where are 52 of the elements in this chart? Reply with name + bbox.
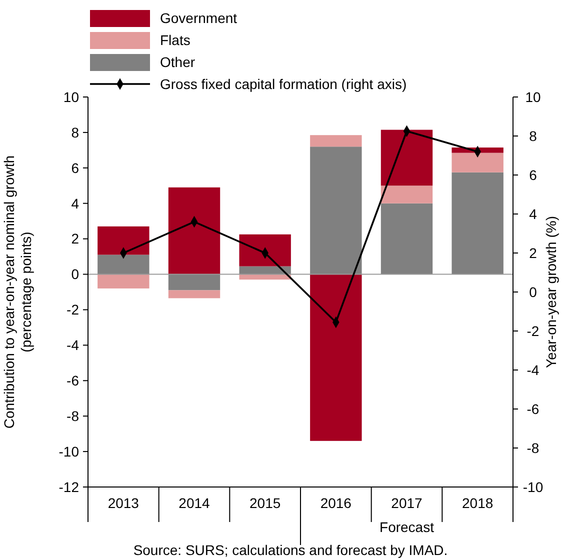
bar <box>310 146 362 274</box>
legend-label: Other <box>160 54 196 70</box>
bar <box>452 172 504 274</box>
x-tick-label: 2016 <box>320 495 352 511</box>
y-tick-label: 0 <box>71 266 80 282</box>
y2-tick-label: 6 <box>529 166 538 183</box>
y2-tick-label: -6 <box>526 400 540 417</box>
x-tick-label: 2017 <box>391 495 423 511</box>
y2-tick-label: 2 <box>529 244 538 261</box>
x-tick-label: 2015 <box>250 495 281 511</box>
y-tick-label: -4 <box>66 337 80 354</box>
bar <box>239 234 291 266</box>
y-tick-label: 2 <box>71 230 80 247</box>
legend-label: Gross fixed capital formation (right axis) <box>160 76 407 92</box>
text: Forecast <box>380 519 434 535</box>
y-tick-label: 6 <box>71 160 80 176</box>
bar <box>380 186 433 204</box>
y-tick-label: -6 <box>66 372 80 389</box>
y2-tick-label: 8 <box>529 128 538 144</box>
y2-tick-label: 0 <box>529 284 538 300</box>
y-tick-label: 4 <box>71 195 80 212</box>
bar <box>452 152 504 172</box>
y2-axis-title: Year-on-year growth (%) <box>543 216 559 368</box>
bar <box>310 135 362 147</box>
y-tick-label: -2 <box>66 302 80 318</box>
y2-tick-label: -2 <box>526 322 540 339</box>
legend-label: Flats <box>160 32 190 48</box>
bar <box>168 290 220 298</box>
bar <box>98 274 150 288</box>
bar <box>168 274 220 290</box>
y2-tick-label: 10 <box>525 88 541 105</box>
y-tick-label: -8 <box>66 408 80 424</box>
x-tick-label: 2014 <box>178 495 210 511</box>
x-tick-label: 2013 <box>108 495 140 511</box>
x-tick-label: 2018 <box>462 495 494 511</box>
y-tick-label: -10 <box>58 443 80 460</box>
y-tick-label: 10 <box>63 88 80 105</box>
bar <box>168 187 220 274</box>
y-tick-label: 8 <box>71 124 80 140</box>
y2-tick-label: -8 <box>526 440 540 456</box>
legend-label: Government <box>160 10 238 26</box>
y-axis-title: Contribution to year-on-year nominal growth (percentage points) <box>1 155 34 429</box>
bar <box>98 254 150 274</box>
y2-tick-label: -10 <box>522 478 544 495</box>
y-tick-label: -12 <box>58 478 80 495</box>
y2-tick-label: 4 <box>529 206 538 222</box>
bar <box>380 203 433 274</box>
y2-tick-label: -4 <box>526 362 540 378</box>
source-note: Source: SURS; calculations and forecast by IMAD. <box>133 542 448 558</box>
bar <box>310 274 362 441</box>
bar <box>380 130 433 186</box>
bar <box>98 226 150 255</box>
